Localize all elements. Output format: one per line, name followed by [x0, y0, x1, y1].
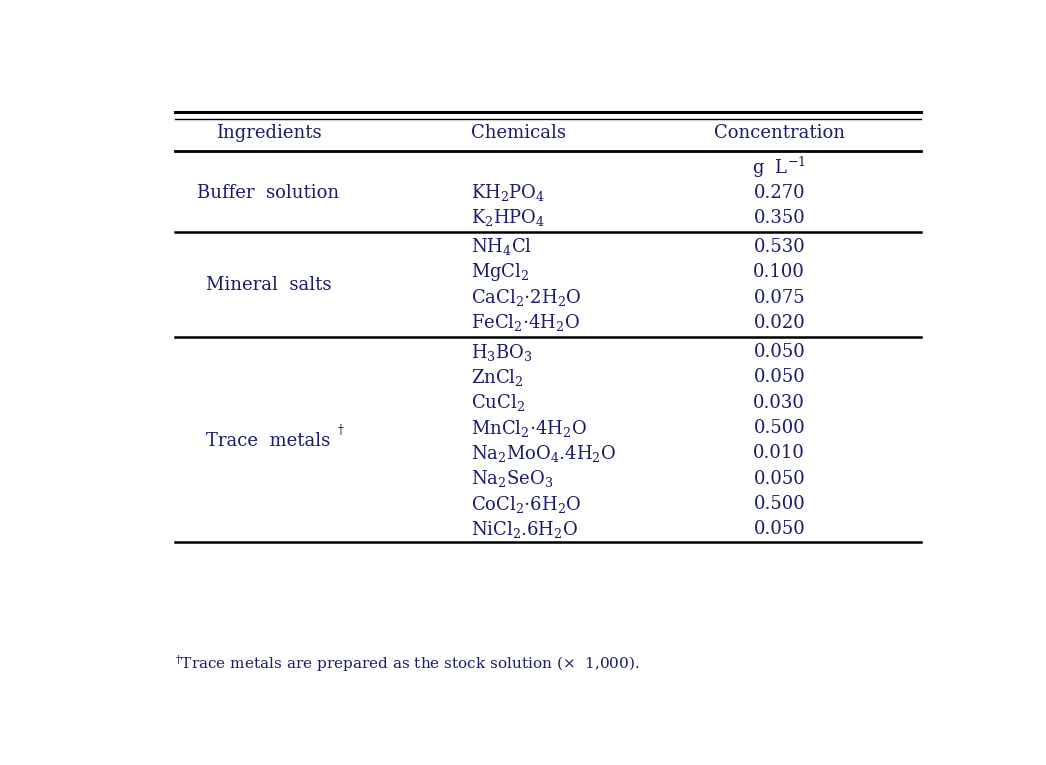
Text: $\mathrm{MnCl_2{\cdot}4H_2O}$: $\mathrm{MnCl_2{\cdot}4H_2O}$ [471, 418, 587, 438]
Text: $\mathrm{FeCl_2{\cdot}4H_2O}$: $\mathrm{FeCl_2{\cdot}4H_2O}$ [471, 312, 581, 334]
Text: Chemicals: Chemicals [471, 124, 566, 142]
Text: 0.100: 0.100 [753, 263, 805, 282]
Text: 0.350: 0.350 [753, 209, 805, 227]
Text: Trace  metals: Trace metals [206, 431, 331, 450]
Text: Concentration: Concentration [713, 124, 845, 142]
Text: 0.050: 0.050 [753, 520, 805, 539]
Text: $\mathrm{NiCl_2.6H_2O}$: $\mathrm{NiCl_2.6H_2O}$ [471, 519, 578, 540]
Text: 0.500: 0.500 [753, 495, 805, 513]
Text: 0.030: 0.030 [753, 394, 805, 412]
Text: $^{\dagger}$Trace metals are prepared as the stock solution ($\times$  1,000).: $^{\dagger}$Trace metals are prepared as… [176, 653, 640, 674]
Text: $\mathrm{ZnCl_2}$: $\mathrm{ZnCl_2}$ [471, 367, 524, 388]
Text: 0.270: 0.270 [753, 184, 805, 201]
Text: 0.530: 0.530 [753, 238, 805, 256]
Text: $\mathrm{K_2HPO_4}$: $\mathrm{K_2HPO_4}$ [471, 207, 546, 229]
Text: $\mathrm{H_3BO_3}$: $\mathrm{H_3BO_3}$ [471, 342, 532, 363]
Text: 0.050: 0.050 [753, 470, 805, 488]
Text: $\mathrm{CuCl_2}$: $\mathrm{CuCl_2}$ [471, 392, 525, 413]
Text: 0.020: 0.020 [753, 314, 805, 332]
Text: 0.050: 0.050 [753, 343, 805, 361]
Text: 0.050: 0.050 [753, 369, 805, 386]
Text: $\mathrm{MgCl_2}$: $\mathrm{MgCl_2}$ [471, 262, 529, 283]
Text: $\mathrm{g\ \ L^{-1}}$: $\mathrm{g\ \ L^{-1}}$ [752, 155, 806, 180]
Text: $\mathrm{NH_4Cl}$: $\mathrm{NH_4Cl}$ [471, 236, 532, 258]
Text: $^{\dagger}$: $^{\dagger}$ [338, 424, 345, 441]
Text: 0.075: 0.075 [753, 288, 805, 307]
Text: 0.010: 0.010 [753, 444, 805, 462]
Text: Ingredients: Ingredients [215, 124, 321, 142]
Text: $\mathrm{Na_2MoO_4.4H_2O}$: $\mathrm{Na_2MoO_4.4H_2O}$ [471, 443, 616, 464]
Text: Mineral  salts: Mineral salts [206, 276, 332, 294]
Text: $\mathrm{CaCl_2{\cdot}2H_2O}$: $\mathrm{CaCl_2{\cdot}2H_2O}$ [471, 287, 582, 308]
Text: $\mathrm{KH_2PO_4}$: $\mathrm{KH_2PO_4}$ [471, 182, 546, 203]
Text: Buffer  solution: Buffer solution [198, 184, 340, 201]
Text: 0.500: 0.500 [753, 419, 805, 437]
Text: $\mathrm{Na_2SeO_3}$: $\mathrm{Na_2SeO_3}$ [471, 468, 553, 490]
Text: $\mathrm{CoCl_2{\cdot}6H_2O}$: $\mathrm{CoCl_2{\cdot}6H_2O}$ [471, 493, 582, 515]
